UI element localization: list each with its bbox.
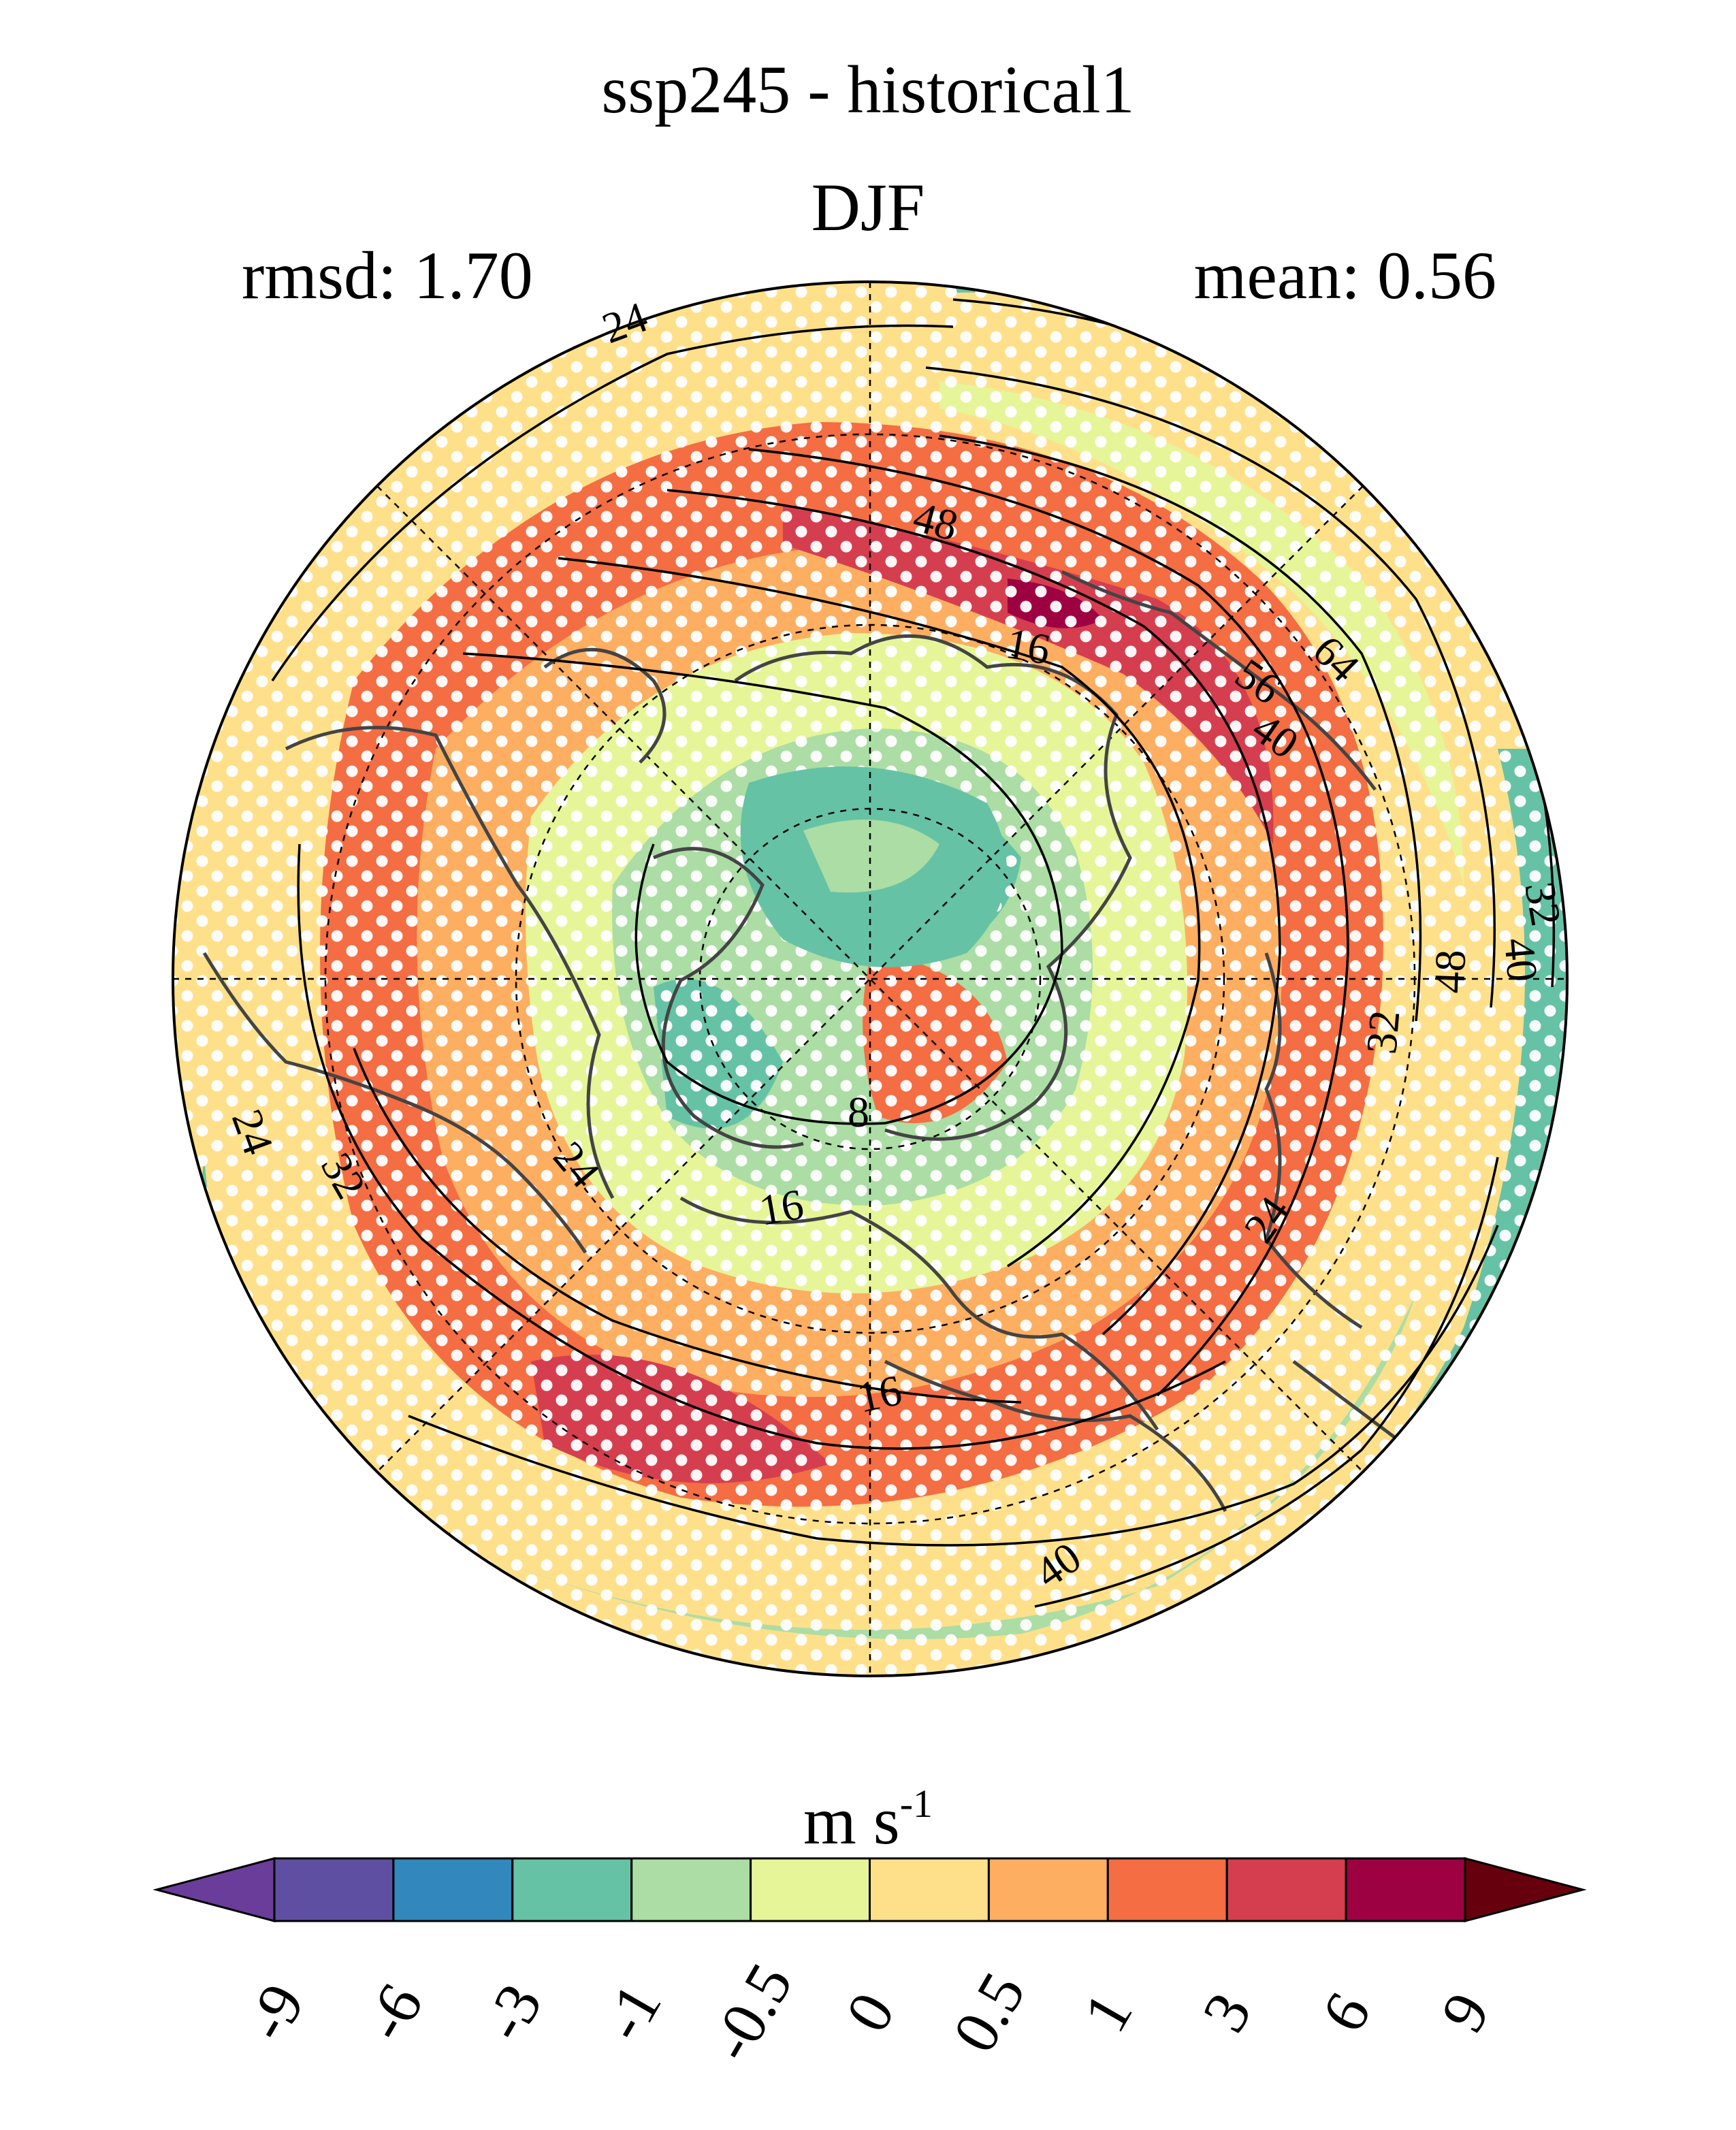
colorbar-segment	[392, 1857, 514, 1922]
contour-lines	[271, 298, 1556, 1608]
contour-label: 8	[848, 1088, 869, 1136]
map-boundary	[172, 280, 1569, 1677]
graticule	[173, 282, 1567, 1676]
map-fill-layer	[173, 282, 1567, 1676]
contour-label: 16	[853, 1366, 905, 1422]
colorbar-under-arrow	[152, 1857, 276, 1922]
colorbar-segment	[273, 1857, 395, 1922]
colorbar-segment	[1106, 1857, 1228, 1922]
colorbar-segment	[630, 1857, 752, 1922]
rmsd-label: rmsd: 1.70	[242, 238, 533, 313]
colorbar-segment	[1345, 1857, 1466, 1922]
figure-title: ssp245 - historical1	[601, 52, 1135, 127]
colorbar-segment	[869, 1857, 990, 1922]
colorbar-over-arrow	[1464, 1857, 1587, 1922]
contour-label: 16	[1003, 619, 1054, 674]
colorbar-segment	[987, 1857, 1109, 1922]
colorbar-segment	[511, 1857, 633, 1922]
contour-label: 16	[756, 1180, 807, 1235]
colorbar	[152, 1857, 1587, 1922]
contour-label: 40	[1495, 936, 1547, 984]
season-label: DJF	[811, 170, 925, 245]
contour-label: 32	[1515, 878, 1571, 929]
colorbar-units: m s-1	[803, 1781, 933, 1858]
coastlines	[202, 570, 1485, 1527]
mean-label: mean: 0.56	[1193, 238, 1496, 313]
colorbar-segment	[750, 1857, 871, 1922]
colorbar-segment	[1225, 1857, 1347, 1922]
contour-label: 48	[1425, 949, 1475, 994]
contour-label: 32	[1357, 1008, 1409, 1056]
